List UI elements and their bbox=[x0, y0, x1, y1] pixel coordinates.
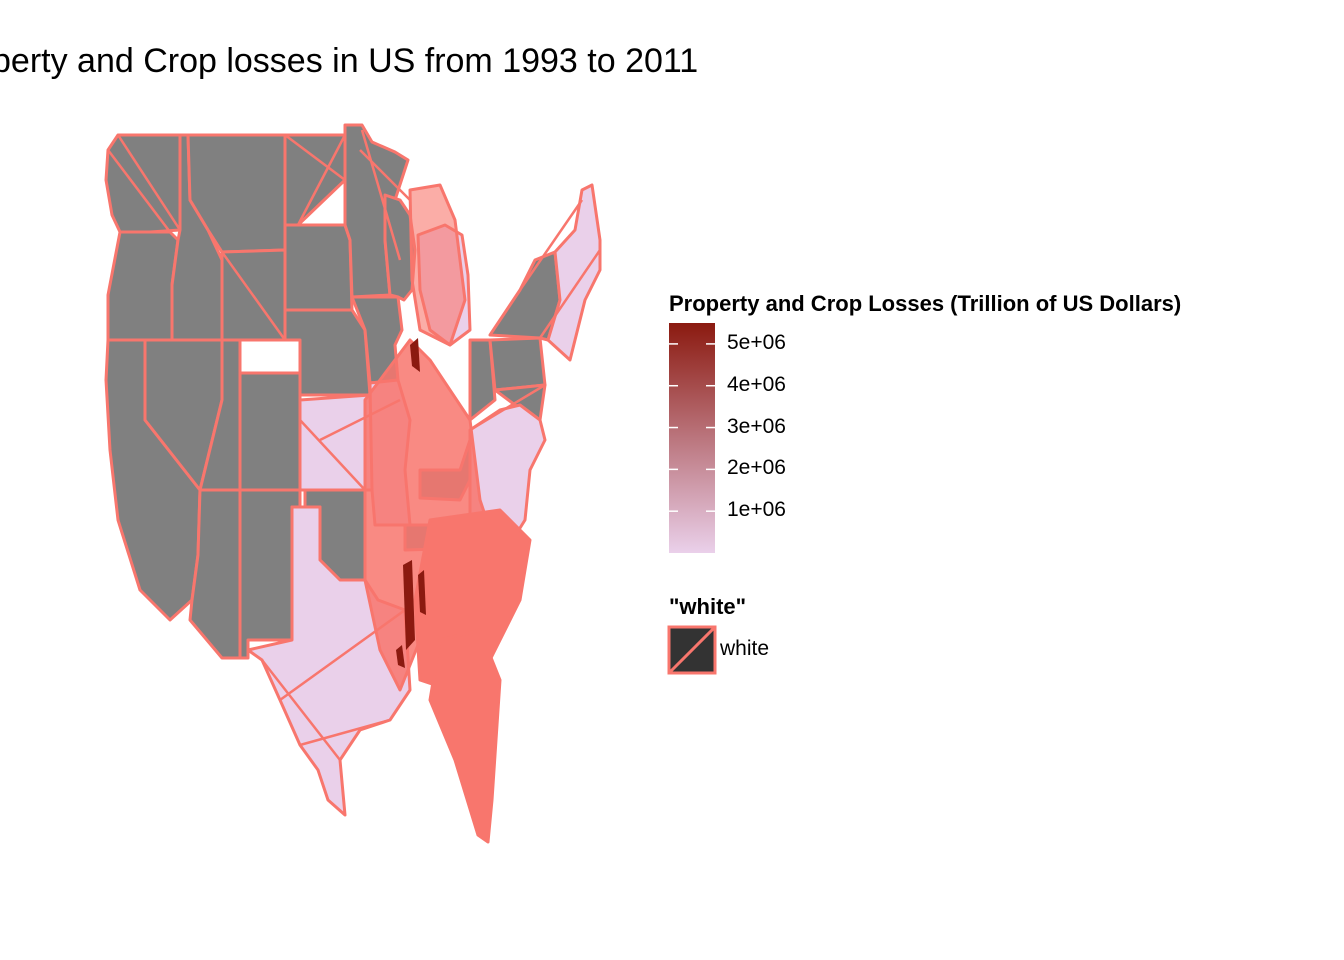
border-line bbox=[116, 134, 182, 231]
state-south-dakota bbox=[283, 223, 354, 312]
fill-legend-tick-label: 2e+06 bbox=[727, 456, 786, 480]
fill-legend-ticks bbox=[669, 343, 715, 512]
loss-spot-mississippi-2 bbox=[396, 645, 405, 668]
state-new-york bbox=[488, 250, 562, 342]
state-pennsylvania bbox=[488, 336, 547, 392]
border-line bbox=[296, 134, 347, 226]
border-line bbox=[360, 129, 402, 261]
state-texas bbox=[246, 505, 412, 817]
border-line bbox=[538, 249, 602, 339]
fill-legend-colorbar bbox=[669, 323, 715, 553]
border-line bbox=[107, 149, 171, 233]
border-line bbox=[261, 659, 341, 761]
color-legend bbox=[667, 625, 717, 675]
loss-spot-illinois bbox=[410, 338, 420, 372]
border-line bbox=[469, 383, 546, 432]
border-line bbox=[359, 149, 411, 201]
tangle-florida bbox=[428, 628, 502, 844]
plot-title: perty and Crop losses in US from 1993 to… bbox=[0, 42, 699, 80]
tangle-upper-valley bbox=[408, 183, 467, 347]
border-line bbox=[299, 419, 366, 491]
fill-legend bbox=[669, 323, 715, 553]
highest-loss-spots-group bbox=[396, 338, 426, 668]
state-wisconsin bbox=[383, 193, 417, 302]
state-north-dakota bbox=[283, 133, 347, 227]
border-line bbox=[284, 134, 346, 181]
border-line bbox=[518, 199, 584, 291]
color-legend-key-label: white bbox=[720, 637, 770, 660]
color-legend-key-stroke bbox=[667, 625, 717, 675]
loss-spot-alabama bbox=[418, 570, 426, 615]
fill-legend-tick-label: 5e+06 bbox=[727, 330, 786, 354]
high-loss-tangle-group bbox=[363, 183, 532, 844]
fill-legend-title: Property and Crop Losses (Trillion of US… bbox=[669, 291, 1182, 316]
state-colorado bbox=[238, 371, 302, 492]
state-washington bbox=[104, 133, 182, 234]
border-lines-group bbox=[107, 129, 602, 761]
fill-legend-tick-label: 1e+06 bbox=[727, 498, 786, 522]
loss-spot-mississippi-1 bbox=[403, 560, 415, 650]
state-oregon bbox=[106, 230, 180, 342]
color-legend-title: "white" bbox=[669, 594, 747, 619]
state-nebraska bbox=[283, 308, 372, 397]
fill-legend-tick-label: 3e+06 bbox=[727, 414, 786, 438]
border-line bbox=[220, 251, 287, 341]
border-line bbox=[299, 718, 391, 747]
border-line bbox=[279, 608, 406, 702]
state-ohio bbox=[468, 338, 497, 422]
fill-legend-tick-label: 4e+06 bbox=[727, 372, 786, 396]
border-line bbox=[319, 398, 401, 442]
